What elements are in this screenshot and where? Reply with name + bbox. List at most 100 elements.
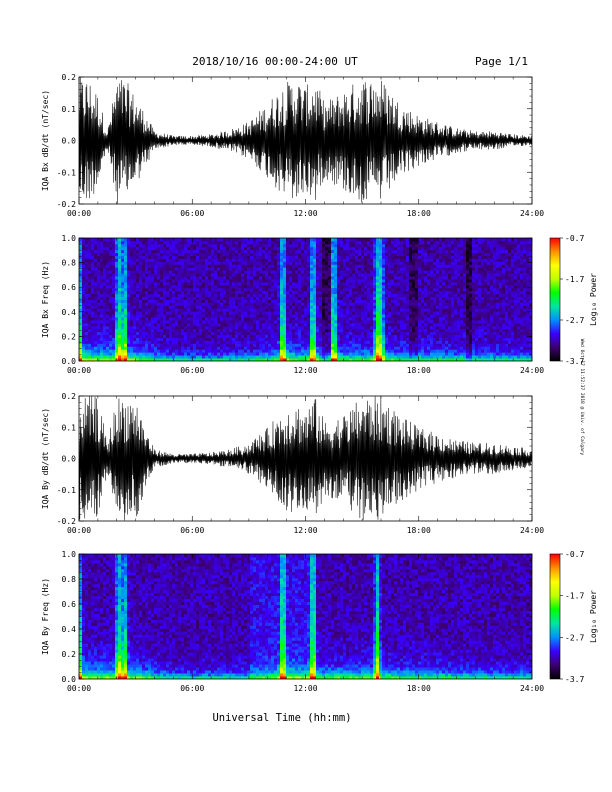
bx-spectrogram-cell bbox=[340, 290, 344, 295]
bx-spectrogram-cell bbox=[268, 352, 272, 356]
bx-spectrogram-cell bbox=[139, 296, 143, 300]
bx-spectrogram-cell bbox=[268, 317, 272, 321]
bx-spectrogram-cell bbox=[310, 334, 314, 338]
bx-spectrogram-cell bbox=[310, 258, 314, 262]
bx-spectrogram-cell bbox=[244, 290, 248, 295]
bx-spectrogram-cell bbox=[262, 279, 266, 283]
bx-spectrogram-cell bbox=[172, 249, 176, 254]
bx-spectrogram-cell bbox=[358, 308, 362, 312]
bx-spectrogram-cell bbox=[259, 252, 263, 256]
bx-spectrogram-cell bbox=[283, 299, 287, 303]
bx-spectrogram-cell bbox=[142, 240, 146, 245]
bx-spectrogram-cell bbox=[217, 328, 221, 333]
bx-spectrogram-cell bbox=[205, 261, 209, 265]
bx-spectrogram-cell bbox=[226, 346, 230, 350]
bx-spectrogram-cell bbox=[94, 331, 98, 336]
bx-spectrogram-cell bbox=[142, 284, 146, 289]
bx-spectrogram-cell bbox=[79, 322, 83, 327]
bx-spectrogram-cell bbox=[274, 320, 278, 324]
bx-spectrogram-cell bbox=[334, 302, 338, 306]
bx-spectrogram-cell bbox=[397, 240, 401, 245]
bx-spectrogram-cell bbox=[193, 352, 197, 356]
bx-spectrogram-cell bbox=[118, 261, 122, 265]
bx-spectrogram-cell bbox=[82, 343, 86, 347]
bx-spectrogram-cell bbox=[160, 246, 164, 251]
bx-spectrogram-cell bbox=[217, 261, 221, 265]
bx-spectrogram-cell bbox=[100, 273, 104, 277]
bx-spectrogram-cell bbox=[349, 352, 353, 356]
bx-spectrogram-cell bbox=[259, 284, 263, 289]
bx-spectrogram-cell bbox=[160, 334, 164, 338]
bx-spectrogram-cell bbox=[355, 252, 359, 256]
bx-spectrogram-cell bbox=[316, 314, 320, 318]
bx-spectrogram-cell bbox=[283, 314, 287, 318]
bx-spectrogram-cell bbox=[295, 355, 299, 359]
bx-spectrogram-cell bbox=[370, 293, 374, 297]
bx-spectrogram-cell bbox=[253, 311, 257, 315]
bx-spectrogram-cell bbox=[115, 302, 119, 306]
bx-spectrogram-cell bbox=[223, 343, 227, 347]
bx-spectrogram-cell bbox=[250, 246, 254, 251]
bx-spectrogram-cell bbox=[103, 287, 107, 292]
bx-spectrogram-cell bbox=[364, 331, 368, 336]
bx-spectrogram-cell bbox=[166, 273, 170, 277]
bx-spectrogram-cell bbox=[91, 246, 95, 251]
bx-spectrogram-cell bbox=[145, 302, 149, 306]
bx-spectrogram-cell bbox=[268, 261, 272, 265]
bx-spectrogram-cell bbox=[268, 246, 272, 251]
bx-spectrogram-cell bbox=[400, 287, 404, 292]
bx-spectrogram-cell bbox=[415, 346, 419, 350]
bx-spectrogram-cell bbox=[418, 246, 422, 251]
bx-spectrogram-cell bbox=[175, 279, 179, 283]
bx-spectrogram-cell bbox=[187, 334, 191, 338]
bx-spectrogram-cell bbox=[151, 276, 155, 280]
bx-spectrogram-cell bbox=[166, 284, 170, 289]
bx-spectrogram-cell bbox=[103, 311, 107, 315]
bx-spectrogram-cell bbox=[283, 331, 287, 336]
bx-spectrogram-cell bbox=[157, 246, 161, 251]
bx-spectrogram-cell bbox=[295, 273, 299, 277]
bx-spectrogram-cell bbox=[331, 243, 335, 248]
bx-spectrogram-cell bbox=[100, 299, 104, 303]
bx-spectrogram-cell bbox=[403, 325, 407, 330]
bx-spectrogram-cell bbox=[232, 270, 236, 274]
bx-spectrogram-cell bbox=[133, 299, 137, 303]
bx-spectrogram-cell bbox=[112, 334, 116, 338]
bx-spectrogram-cell bbox=[256, 317, 260, 321]
bx-spectrogram-cell bbox=[196, 343, 200, 347]
bx-spectrogram-cell bbox=[361, 293, 365, 297]
bx-spectrogram-cell bbox=[346, 355, 350, 359]
bx-spectrogram-cell bbox=[124, 328, 128, 333]
bx-spectrogram-cell bbox=[340, 305, 344, 309]
bx-spectrogram-cell bbox=[355, 290, 359, 295]
bx-spectrogram-cell bbox=[196, 305, 200, 309]
bx-spectrogram-cell bbox=[415, 252, 419, 256]
bx-spectrogram-cell bbox=[307, 284, 311, 289]
bx-spectrogram-cell bbox=[205, 279, 209, 283]
bx-spectrogram-cell bbox=[418, 267, 422, 271]
bx-spectrogram-cell bbox=[370, 314, 374, 318]
bx-spectrogram-cell bbox=[271, 302, 275, 306]
bx-spectrogram-cell bbox=[325, 343, 329, 347]
bx-spectrogram-cell bbox=[154, 308, 158, 312]
bx-spectrogram-cell bbox=[94, 264, 98, 268]
bx-spectrogram-cell bbox=[97, 343, 101, 347]
bx-spectrogram-cell bbox=[187, 276, 191, 280]
bx-spectrogram-cell bbox=[112, 281, 116, 286]
bx-spectrogram-cell bbox=[193, 273, 197, 277]
bx-spectrogram-cell bbox=[208, 281, 212, 286]
bx-spectrogram-cell bbox=[193, 279, 197, 283]
bx-spectrogram-cell bbox=[421, 346, 425, 350]
bx-spectrogram-cell bbox=[406, 255, 410, 259]
bx-spectrogram-cell bbox=[340, 352, 344, 356]
bx-spectrogram-cell bbox=[367, 240, 371, 245]
bx-spectrogram-cell bbox=[175, 270, 179, 274]
bx-spectrogram-cell bbox=[391, 302, 395, 306]
bx-spectrogram-cell bbox=[418, 328, 422, 333]
bx-spectrogram-cell bbox=[316, 264, 320, 268]
bx-spectrogram-cell bbox=[259, 337, 263, 341]
bx-spectrogram-cell bbox=[88, 252, 92, 256]
bx-spectrogram-cell bbox=[343, 325, 347, 330]
bx-spectrogram-cell bbox=[127, 311, 131, 315]
bx-spectrogram-cell bbox=[289, 314, 293, 318]
